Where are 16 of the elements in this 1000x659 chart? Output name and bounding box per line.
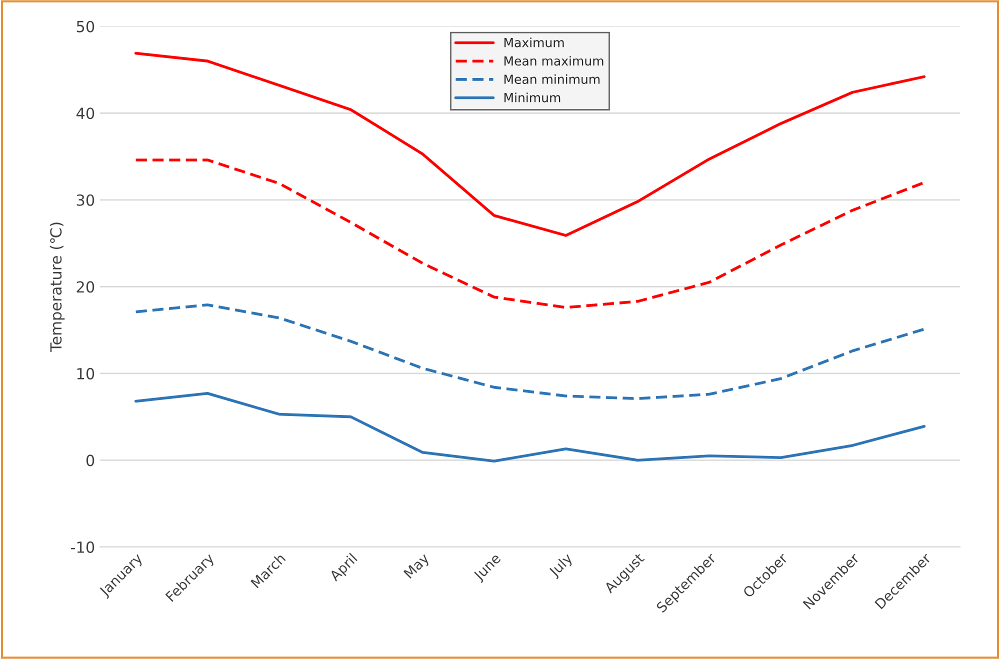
legend-label: Maximum bbox=[504, 38, 564, 48]
legend-label: Minimum bbox=[504, 92, 560, 102]
y-tick-label: 20 bbox=[76, 281, 94, 293]
y-tick-label: -10 bbox=[70, 541, 94, 553]
y-tick-label: 40 bbox=[76, 108, 94, 120]
line-series bbox=[134, 52, 926, 237]
line-series bbox=[134, 392, 926, 462]
y-tick-label: 50 bbox=[76, 20, 94, 32]
line-series bbox=[134, 303, 926, 400]
y-tick-label: 0 bbox=[86, 454, 94, 466]
line-series bbox=[134, 158, 926, 309]
legend-label: Mean minimum bbox=[504, 74, 600, 84]
y-axis-title: Temperature (℃) bbox=[50, 222, 65, 352]
y-tick-label: 10 bbox=[77, 368, 94, 380]
y-tick-label: 30 bbox=[76, 194, 94, 206]
legend-label: Mean maximum bbox=[504, 56, 604, 66]
